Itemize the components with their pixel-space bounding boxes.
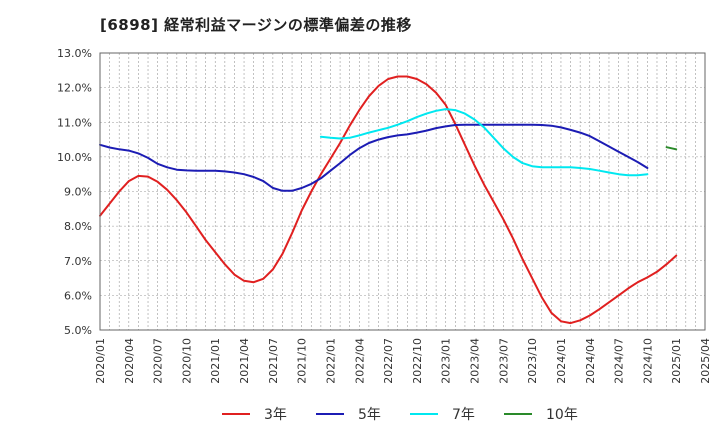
y-tick-label: 10.0% (57, 151, 92, 164)
y-tick-label: 12.0% (57, 82, 92, 95)
legend-label: 7年 (452, 407, 475, 423)
y-tick-label: 6.0% (64, 289, 92, 302)
y-tick-label: 8.0% (64, 220, 92, 233)
x-tick-label: 2024/07 (613, 338, 626, 384)
x-tick-label: 2025/01 (670, 338, 683, 384)
plot-frame (99, 52, 706, 331)
chart-title: [6898] 経常利益マージンの標準偏差の推移 (100, 16, 412, 34)
x-tick-label: 2025/04 (699, 338, 712, 384)
series-line-10年 (665, 146, 678, 151)
series-line-5年 (99, 123, 649, 192)
series-lines (99, 75, 678, 325)
x-tick-label: 2024/01 (555, 338, 568, 384)
x-axis-ticks: 2020/01 2020/04 2020/07 2020/10 2021/01 2021/… (94, 338, 712, 384)
legend: 3年 5年 7年 10年 (222, 407, 578, 423)
x-tick-label: 2023/07 (497, 338, 510, 384)
x-tick-label: 2022/01 (324, 338, 337, 384)
x-tick-label: 2022/10 (411, 338, 424, 384)
x-tick-label: 2020/07 (152, 338, 165, 384)
series-line-7年 (319, 108, 649, 177)
x-tick-label: 2021/04 (238, 338, 251, 384)
y-tick-label: 11.0% (57, 116, 92, 129)
x-tick-label: 2020/04 (123, 338, 136, 384)
series-line-3年 (99, 75, 678, 325)
plot-background (100, 53, 705, 330)
y-tick-label: 9.0% (64, 186, 92, 199)
x-tick-label: 2024/10 (641, 338, 654, 384)
y-axis-ticks: 13.0% 12.0% 11.0% 10.0% 9.0% 8.0% 7.0% 6.0% 5.0% (57, 47, 92, 337)
horizontal-gridlines (100, 87, 705, 296)
x-tick-label: 2023/10 (526, 338, 539, 384)
x-tick-label: 2024/04 (584, 338, 597, 384)
x-tick-label: 2022/04 (353, 338, 366, 384)
legend-label: 3年 (264, 407, 287, 423)
x-tick-label: 2020/01 (94, 338, 107, 384)
x-tick-label: 2023/04 (469, 338, 482, 384)
y-tick-label: 5.0% (64, 324, 92, 337)
x-tick-label: 2022/07 (382, 338, 395, 384)
x-tick-label: 2021/01 (209, 338, 222, 384)
legend-label: 5年 (358, 407, 381, 423)
x-tick-label: 2020/10 (180, 338, 193, 384)
x-tick-label: 2023/01 (440, 338, 453, 384)
x-tick-label: 2021/07 (267, 338, 280, 384)
y-tick-label: 7.0% (64, 255, 92, 268)
y-tick-label: 13.0% (57, 47, 92, 60)
x-tick-label: 2021/10 (296, 338, 309, 384)
legend-label: 10年 (546, 407, 578, 423)
